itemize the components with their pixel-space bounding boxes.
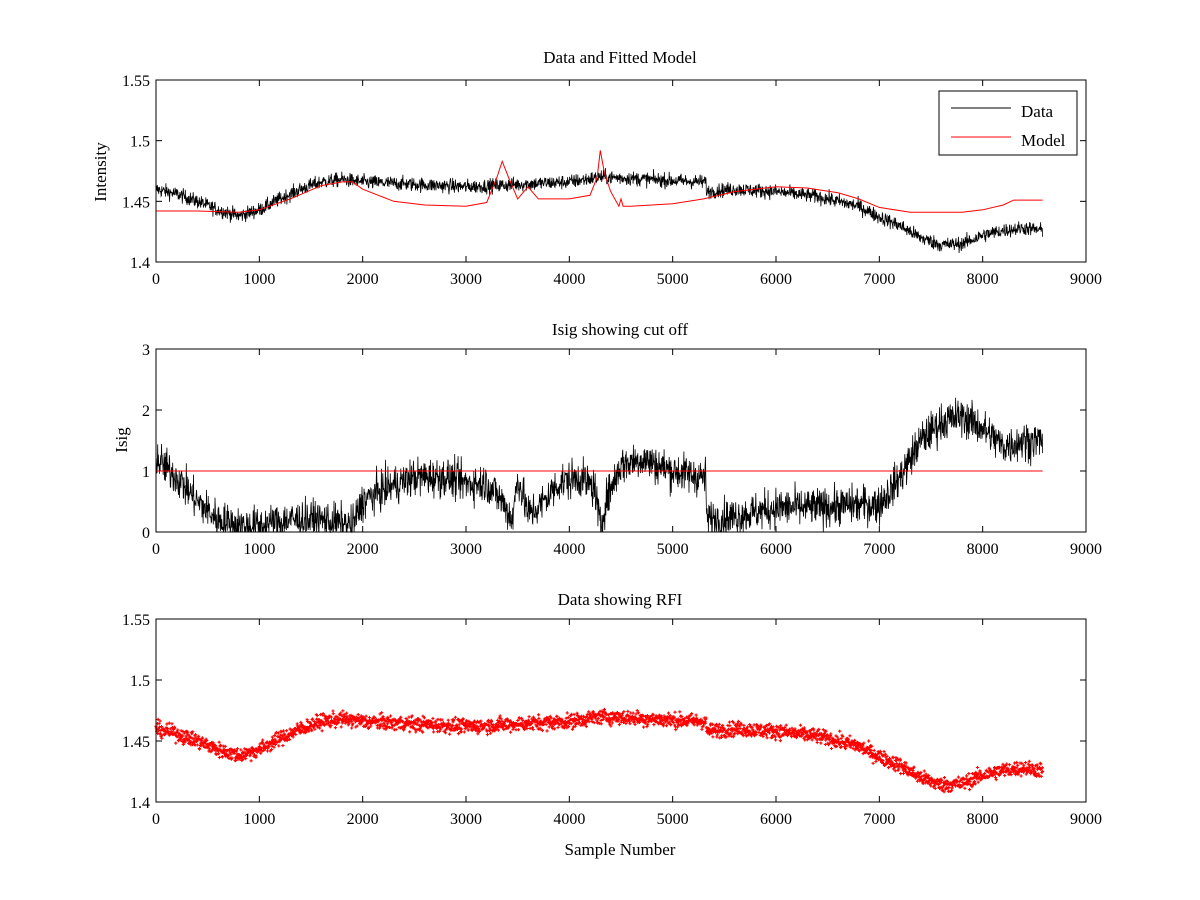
x-tick-label: 5000: [657, 541, 689, 558]
tick-layer: 0 1000 2000 3000 4000 5000 6000 7000 8000 9000 1.4…: [122, 73, 1102, 288]
x-tick-label: 7000: [863, 811, 895, 828]
y-tick-label: 1.4: [130, 795, 150, 812]
x-tick-label: 0: [152, 541, 160, 558]
tick-layer: 0 1000 2000 3000 4000 5000 6000 7000 8000 9000 0 1 2…: [142, 342, 1102, 558]
series-line-0: [155, 397, 1043, 534]
x-tick-label: 5000: [657, 811, 689, 828]
x-tick-label: 8000: [967, 811, 999, 828]
x-tick-label: 3000: [450, 811, 482, 828]
y-tick-label: 0: [142, 525, 150, 542]
axes-frame: [155, 618, 1087, 803]
y-axis-label: Intensity: [91, 142, 110, 202]
x-tick-label: 9000: [1070, 541, 1102, 558]
x-tick-label: 5000: [657, 271, 689, 288]
x-tick-label: 9000: [1070, 811, 1102, 828]
x-tick-label: 1000: [243, 271, 275, 288]
x-tick-label: 8000: [967, 271, 999, 288]
x-tick-label: 6000: [760, 271, 792, 288]
plot-area: [155, 397, 1043, 534]
plot-area: [155, 150, 1043, 254]
panel-title: Data and Fitted Model: [543, 48, 697, 67]
axes-frame: [155, 348, 1087, 533]
y-tick-label: 1.55: [122, 73, 150, 90]
panel-title: Isig showing cut off: [552, 320, 688, 339]
y-tick-label: 2: [142, 403, 150, 420]
x-tick-label: 7000: [863, 541, 895, 558]
y-axis-label: Isig: [112, 427, 131, 453]
x-tick-label: 3000: [450, 541, 482, 558]
y-tick-label: 1.5: [130, 673, 150, 690]
legend-label-data: Data: [1021, 102, 1054, 121]
legend-label-model: Model: [1021, 131, 1066, 150]
panel-title: Data showing RFI: [558, 590, 683, 609]
x-tick-label: 4000: [553, 811, 585, 828]
legend: Data Model: [938, 90, 1078, 156]
x-tick-label: 7000: [863, 271, 895, 288]
x-tick-label: 6000: [760, 541, 792, 558]
x-tick-label: 1000: [243, 541, 275, 558]
y-tick-label: 1.4: [130, 255, 150, 272]
x-tick-label: 4000: [553, 541, 585, 558]
series-line-0: [155, 167, 1043, 254]
x-tick-label: 6000: [760, 811, 792, 828]
x-tick-label: 2000: [347, 811, 379, 828]
y-tick-label: 3: [142, 342, 150, 359]
panel-data-and-model: Data and Fitted Model Intensity 0 1000 200…: [91, 48, 1102, 288]
x-tick-label: 0: [152, 271, 160, 288]
x-tick-label: 3000: [450, 271, 482, 288]
y-tick-label: 1.45: [122, 734, 150, 751]
x-axis-label: Sample Number: [565, 840, 676, 859]
x-tick-label: 1000: [243, 811, 275, 828]
axes-frame: [155, 79, 1087, 263]
x-tick-label: 9000: [1070, 271, 1102, 288]
y-tick-label: 1.5: [130, 134, 150, 151]
panel-isig: Isig showing cut off Isig 0 1000 2000 3000 4…: [112, 320, 1102, 558]
tick-layer: 0 1000 2000 3000 4000 5000 6000 7000 8000 9000 1.4…: [122, 612, 1102, 828]
x-tick-label: 2000: [347, 541, 379, 558]
series-line-1: [156, 150, 1043, 213]
x-tick-label: 4000: [553, 271, 585, 288]
y-tick-label: 1: [142, 464, 150, 481]
y-tick-label: 1.55: [122, 612, 150, 629]
y-tick-label: 1.45: [122, 194, 150, 211]
legend-box: [938, 90, 1078, 156]
x-tick-label: 8000: [967, 541, 999, 558]
x-tick-label: 0: [152, 811, 160, 828]
x-tick-label: 2000: [347, 271, 379, 288]
panel-rfi: Data showing RFI Sample Number 0 1000 2000…: [122, 590, 1102, 859]
